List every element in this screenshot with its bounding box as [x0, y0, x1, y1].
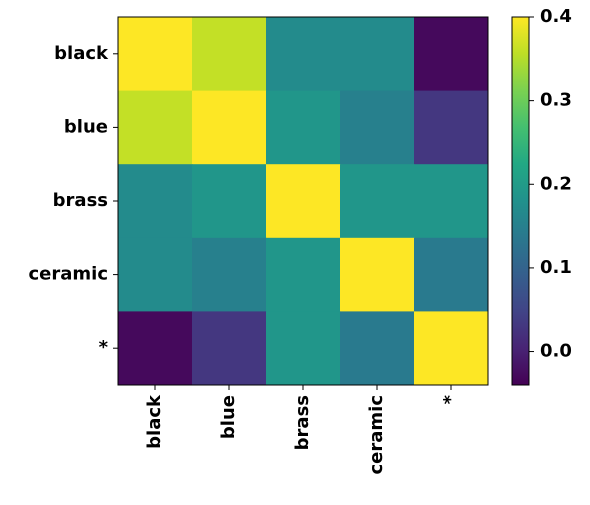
- colorbar: 0.0 0.1 0.2 0.3 0.4: [511, 6, 572, 386]
- x-tick-label-0: black: [144, 394, 165, 449]
- heatmap-cell-1-3: [340, 90, 415, 165]
- heatmap-cell-4-4: [414, 311, 489, 386]
- heatmap-cell-1-4: [414, 90, 489, 165]
- x-tick-label-1: blue: [218, 395, 239, 439]
- heatmap-cell-3-0: [118, 237, 193, 312]
- heatmap-cell-2-0: [118, 164, 193, 239]
- colorbar-gradient: [511, 16, 530, 386]
- x-tick-label-4: *: [440, 394, 461, 404]
- heatmap-cell-1-2: [266, 90, 341, 165]
- colorbar-tick-label-4: 0.4: [540, 6, 572, 27]
- colorbar-tick-label-3: 0.3: [540, 90, 572, 111]
- y-tick-label-1: blue: [64, 116, 108, 137]
- x-tick-label-2: brass: [292, 395, 313, 450]
- heatmap-cell-3-1: [192, 237, 267, 312]
- colorbar-tick-label-0: 0.0: [540, 341, 572, 362]
- y-tick-label-2: brass: [53, 190, 108, 211]
- heatmap-cell-0-4: [414, 17, 489, 92]
- heatmap-cell-4-0: [118, 311, 193, 386]
- colorbar-tick-label-1: 0.1: [540, 257, 572, 278]
- heatmap-cell-4-2: [266, 311, 341, 386]
- axis-ticks: black blue brass ceramic * black blue brass cera…: [29, 43, 462, 475]
- heatmap-cell-3-2: [266, 237, 341, 312]
- heatmap-cell-1-0: [118, 90, 193, 165]
- heatmap-cell-3-4: [414, 237, 489, 312]
- heatmap-cell-2-2: [266, 164, 341, 239]
- y-tick-label-4: *: [99, 337, 109, 358]
- heatmap-cell-4-1: [192, 311, 267, 386]
- heatmap-cell-4-3: [340, 311, 415, 386]
- y-tick-label-0: black: [54, 43, 109, 64]
- heatmap-cell-0-0: [118, 17, 193, 92]
- colorbar-tick-label-2: 0.2: [540, 173, 572, 194]
- heatmap-cell-0-3: [340, 17, 415, 92]
- heatmap-cell-2-4: [414, 164, 489, 239]
- heatmap-cell-0-1: [192, 17, 267, 92]
- heatmap-cell-1-1: [192, 90, 267, 165]
- heatmap-cell-2-3: [340, 164, 415, 239]
- heatmap-cell-3-3: [340, 237, 415, 312]
- heatmap-cell-0-2: [266, 17, 341, 92]
- y-tick-label-3: ceramic: [29, 264, 109, 285]
- heatmap-cell-2-1: [192, 164, 267, 239]
- x-tick-label-3: ceramic: [366, 395, 387, 475]
- heatmap-cells: [118, 17, 489, 386]
